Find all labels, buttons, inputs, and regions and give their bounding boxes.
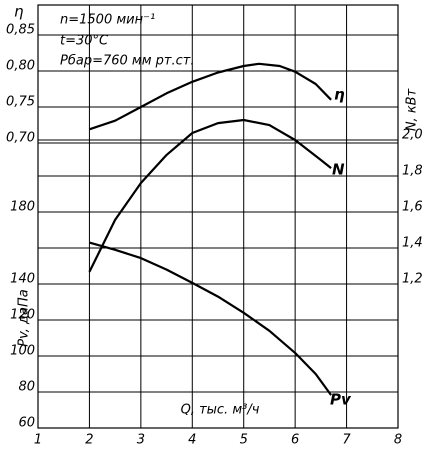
left-tick-label: 140 — [10, 272, 35, 287]
left-tick-label: 0,80 — [6, 59, 35, 74]
curve — [89, 62, 332, 131]
x-tick-label: 2 — [85, 433, 93, 448]
right-tick-label: 1,2 — [402, 272, 423, 287]
curve-label: N — [332, 161, 345, 179]
annotation: n=1500 мин⁻¹ — [60, 13, 155, 28]
right-tick-label: 1,8 — [402, 164, 423, 179]
left-tick-label: 80 — [18, 380, 35, 395]
curve — [89, 241, 332, 396]
eta-axis-label: η — [14, 3, 24, 21]
curve — [88, 118, 332, 273]
pv-axis-label: Pv, даПа — [17, 289, 32, 346]
left-tick-label: 0,70 — [6, 131, 35, 146]
right-tick-label: 1,4 — [402, 236, 423, 251]
x-tick-label: 1 — [34, 433, 42, 448]
annotation: t=30°C — [60, 34, 109, 49]
x-tick-label: 8 — [394, 433, 402, 448]
left-tick-label: 0,75 — [6, 95, 35, 110]
left-tick-label: 60 — [18, 416, 35, 431]
x-tick-label: 4 — [188, 433, 196, 448]
x-tick-label: 6 — [291, 433, 299, 448]
right-tick-label: 1,6 — [402, 200, 423, 215]
n-axis-label: N, кВт — [405, 88, 420, 131]
x-tick-label: 3 — [137, 433, 145, 448]
x-tick-label: 5 — [240, 433, 248, 448]
left-tick-label: 100 — [10, 344, 35, 359]
annotation: Pбар=760 мм рт.ст. — [60, 54, 194, 69]
left-tick-label: 120 — [10, 308, 35, 323]
x-axis-label: Q, тыс. м³/ч — [181, 403, 260, 418]
left-tick-label: 0,85 — [6, 23, 35, 38]
curve-label: Pv — [330, 391, 352, 409]
left-tick-label: 180 — [10, 200, 35, 215]
right-tick-label: 2,0 — [402, 128, 423, 143]
curve-label: η — [334, 86, 345, 104]
x-tick-label: 7 — [342, 433, 351, 448]
